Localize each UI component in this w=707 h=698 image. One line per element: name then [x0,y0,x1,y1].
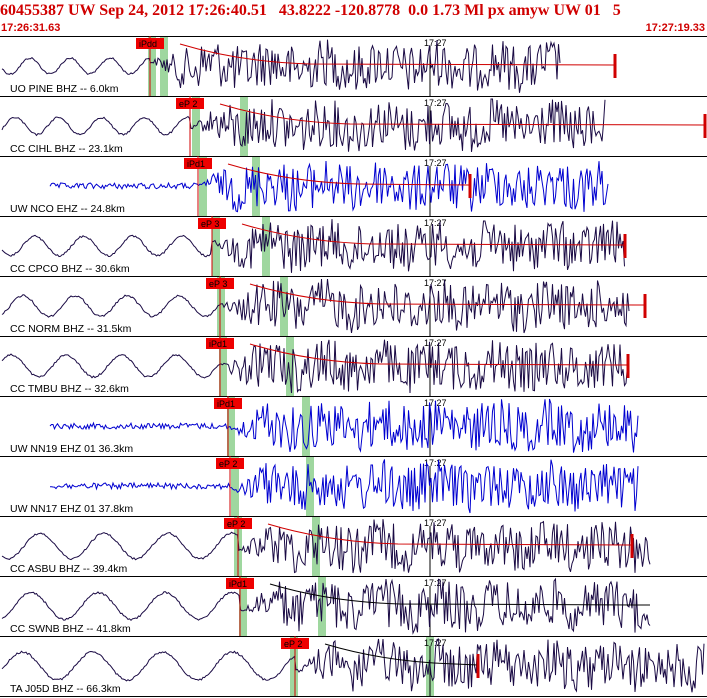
pick-label-box[interactable] [214,398,242,409]
pick-window-band [219,337,227,396]
trace-row[interactable]: 17:27 iPd1 CC TMBU BHZ -- 32.6km [0,336,707,397]
minute-tick-label: 17:27 [424,638,447,648]
pick-label: eP 2 [179,99,197,109]
station-label: CC CIHL BHZ -- 23.1km [10,143,123,155]
trace-row[interactable]: 17:27 eP 2 TA J05D BHZ -- 66.3km [0,636,707,697]
trace-row[interactable]: 17:27 eP 3 CC NORM BHZ -- 31.5km [0,276,707,337]
minute-tick-label: 17:27 [424,218,447,228]
pick-window-band [217,277,225,336]
minute-tick-label: 17:27 [424,458,447,468]
trace-row[interactable]: 17:27 iPd1 UW NCO EHZ -- 24.8km [0,156,707,217]
coda-amplitude-line [227,163,471,186]
pick-label-box[interactable] [184,158,212,169]
coda-amplitude-line [324,643,479,666]
trace-row[interactable]: 17:27 eP 3 CC CPCO BHZ -- 30.6km [0,216,707,277]
pick-label: iPd1 [229,579,247,589]
pick-label: eP 2 [227,519,245,529]
pick-window-band [227,397,235,456]
pick-label-box[interactable] [206,338,234,349]
station-label: CC ASBU BHZ -- 39.4km [10,563,128,575]
pick-window-band [160,37,168,96]
minute-tick-label: 17:27 [424,158,447,168]
pick-window-band [199,157,207,216]
pick-label-box[interactable] [206,278,234,289]
coda-amplitude-line [241,223,626,246]
end-time-label: 17:27:19.33 [645,22,705,34]
station-label: UW NCO EHZ -- 24.8km [10,203,125,215]
pick-label-box[interactable] [216,458,244,469]
pick-label: eP 3 [209,279,227,289]
waveform-trace [1,278,630,334]
pick-label-box[interactable] [281,638,309,649]
waveform-trace [1,577,651,635]
station-label: CC NORM BHZ -- 31.5km [10,323,132,335]
minute-tick-label: 17:27 [424,98,447,108]
pick-label: eP 3 [201,219,219,229]
minute-tick-label: 17:27 [424,278,447,288]
pick-window-band [212,217,220,276]
station-label: CC SWNB BHZ -- 41.8km [10,623,131,635]
pick-window-band [240,97,248,156]
pick-label: iPd1 [209,339,227,349]
coda-amplitude-line [219,103,706,126]
minute-tick-label: 17:27 [424,338,447,348]
pick-label: iPd1 [217,399,235,409]
trace-row[interactable]: 17:27 iPd1 CC SWNB BHZ -- 41.8km [0,576,707,637]
station-label: CC CPCO BHZ -- 30.6km [10,263,130,275]
trace-row[interactable]: 17:27 eP 2 UW NN17 EHZ 01 37.8km [0,456,707,517]
seismogram-panel[interactable]: 17:27 iPdd UO PINE BHZ -- 6.0km 17:27 eP 2 CC… [0,36,707,698]
pick-label: eP 2 [284,639,302,649]
waveform-trace [49,160,609,213]
minute-tick-label: 17:27 [424,518,447,528]
station-label: UW NN19 EHZ 01 36.3km [10,443,133,455]
station-label: TA J05D BHZ -- 66.3km [10,683,121,695]
coda-amplitude-line [269,583,651,606]
waveform-trace [1,39,561,93]
coda-amplitude-line [249,343,629,366]
trace-row[interactable]: 17:27 eP 2 CC ASBU BHZ -- 39.4km [0,516,707,577]
pick-label-box[interactable] [224,518,252,529]
start-time-label: 17:26:31.63 [1,22,61,34]
waveform-trace [49,459,639,514]
station-label: UW NN17 EHZ 01 37.8km [10,503,133,515]
waveform-trace [1,219,625,273]
station-label: CC TMBU BHZ -- 32.6km [10,383,129,395]
coda-amplitude-line [179,43,616,66]
event-header-title: 60455387 UW Sep 24, 2012 17:26:40.51 43.… [0,2,621,19]
pick-label-box[interactable] [198,218,226,229]
trace-row[interactable]: 17:27 eP 2 CC CIHL BHZ -- 23.1km [0,96,707,157]
pick-label-box[interactable] [136,38,164,49]
pick-label: eP 2 [219,459,237,469]
coda-amplitude-line [249,283,646,306]
pick-window-band [239,577,247,636]
pick-window-band [192,97,200,156]
pick-window-band [231,457,239,516]
pick-label-box[interactable] [176,98,204,109]
waveform-trace [1,638,705,693]
pick-window-band [306,457,314,516]
pick-label: iPd1 [187,159,205,169]
pick-label: iPdd [139,39,157,49]
coda-amplitude-line [267,523,633,546]
waveform-trace [1,339,628,394]
minute-tick-label: 17:27 [424,38,447,48]
waveform-trace [49,398,639,453]
pick-window-band [280,277,288,336]
minute-tick-label: 17:27 [424,578,447,588]
pick-window-band [286,337,294,396]
pick-window-band [302,397,310,456]
station-label: UO PINE BHZ -- 6.0km [10,83,119,95]
waveform-trace [1,519,651,574]
pick-label-box[interactable] [226,578,254,589]
waveform-trace [1,98,606,152]
pick-window-band [148,37,156,96]
trace-row[interactable]: 17:27 iPdd UO PINE BHZ -- 6.0km [0,36,707,97]
pick-window-band [290,637,298,696]
pick-window-band [262,217,270,276]
